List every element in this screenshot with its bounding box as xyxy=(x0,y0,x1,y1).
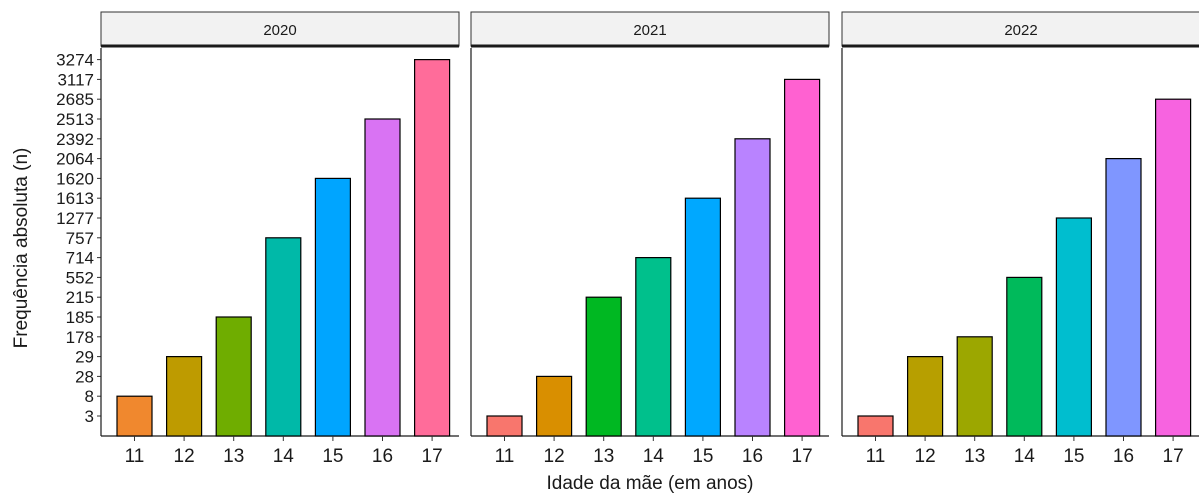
bar-2021-14 xyxy=(635,257,672,437)
facet-strip xyxy=(470,11,830,47)
y-tick-label: 714 xyxy=(66,249,94,268)
bar-2021-17 xyxy=(783,78,821,437)
x-tick-label: 12 xyxy=(174,446,195,467)
x-tick-label: 11 xyxy=(125,446,145,467)
x-tick-label: 14 xyxy=(1014,446,1036,467)
bar-2022-17 xyxy=(1154,98,1192,437)
x-axis-title: Idade da mãe (em anos) xyxy=(546,473,753,494)
x-tick-label: 16 xyxy=(742,446,763,467)
facet-title: 2021 xyxy=(633,22,666,39)
y-tick-label: 2513 xyxy=(56,110,94,129)
bar-2020-11 xyxy=(116,395,153,437)
x-tick-label: 11 xyxy=(495,446,515,467)
y-axis-title: Frequência absoluta (n) xyxy=(11,148,32,349)
x-tick-label: 13 xyxy=(964,446,985,467)
bar-2022-15 xyxy=(1055,217,1093,437)
y-tick-label: 8 xyxy=(85,387,94,406)
x-tick-label: 14 xyxy=(273,446,295,467)
y-tick-label: 29 xyxy=(75,348,94,367)
facet-strip xyxy=(100,11,460,47)
bar-2022-13 xyxy=(956,336,993,437)
y-tick-label: 28 xyxy=(75,367,94,386)
y-axis: 3828291781852155527147571277161316202064… xyxy=(56,51,101,426)
bar-2022-11 xyxy=(857,415,894,437)
y-tick-label: 3274 xyxy=(56,51,94,70)
x-tick-label: 16 xyxy=(372,446,393,467)
facet-strip xyxy=(841,11,1199,47)
x-tick-label: 15 xyxy=(1063,446,1084,467)
facet-title: 2020 xyxy=(263,22,296,39)
x-tick-label: 12 xyxy=(544,446,565,467)
x-tick-label: 15 xyxy=(322,446,343,467)
bar-2021-15 xyxy=(684,197,722,437)
bar-2020-12 xyxy=(166,356,203,437)
y-tick-label: 185 xyxy=(66,308,94,327)
y-tick-label: 1620 xyxy=(56,169,94,188)
bar-2022-12 xyxy=(906,356,944,437)
y-tick-label: 3117 xyxy=(57,70,94,89)
y-tick-label: 2064 xyxy=(56,150,94,169)
x-tick-label: 16 xyxy=(1113,446,1134,467)
facet-panel-2022: 2022 11 12 13 14 15 16 17 xyxy=(841,11,1199,467)
x-tick-label: 12 xyxy=(915,446,936,467)
x-tick-label: 17 xyxy=(1163,446,1184,467)
bar-2021-12 xyxy=(535,375,573,437)
x-tick-label: 15 xyxy=(692,446,713,467)
y-tick-label: 2392 xyxy=(56,130,94,149)
facet-panel-2021: 2021 11 12 13 14 15 16 17 xyxy=(470,11,830,467)
facet-title: 2022 xyxy=(1004,22,1037,39)
x-tick-label: 11 xyxy=(866,446,886,467)
y-tick-label: 215 xyxy=(66,288,94,307)
y-tick-label: 3 xyxy=(85,407,94,426)
bar-2021-16 xyxy=(734,138,771,437)
y-tick-label: 1613 xyxy=(56,189,94,208)
bar-2022-14 xyxy=(1006,276,1043,437)
bar-2021-11 xyxy=(486,415,523,437)
x-tick-label: 17 xyxy=(422,446,443,467)
y-tick-label: 178 xyxy=(66,328,94,347)
y-tick-label: 552 xyxy=(66,268,94,287)
x-tick-label: 13 xyxy=(223,446,244,467)
x-tick-label: 13 xyxy=(593,446,614,467)
x-tick-label: 17 xyxy=(792,446,813,467)
y-tick-label: 1277 xyxy=(56,209,94,228)
bar-2020-15 xyxy=(314,177,351,437)
y-tick-label: 2685 xyxy=(56,90,94,109)
bar-2020-17 xyxy=(414,58,451,437)
x-tick-label: 14 xyxy=(643,446,665,467)
bar-2022-16 xyxy=(1105,158,1142,437)
bar-2020-13 xyxy=(215,316,252,437)
facet-panel-2020: 2020 11 12 13 14 15 16 17 xyxy=(100,11,460,467)
bar-2020-14 xyxy=(265,237,302,437)
y-tick-label: 757 xyxy=(66,229,94,248)
bar-2021-13 xyxy=(585,296,622,437)
bar-2020-16 xyxy=(364,118,401,437)
